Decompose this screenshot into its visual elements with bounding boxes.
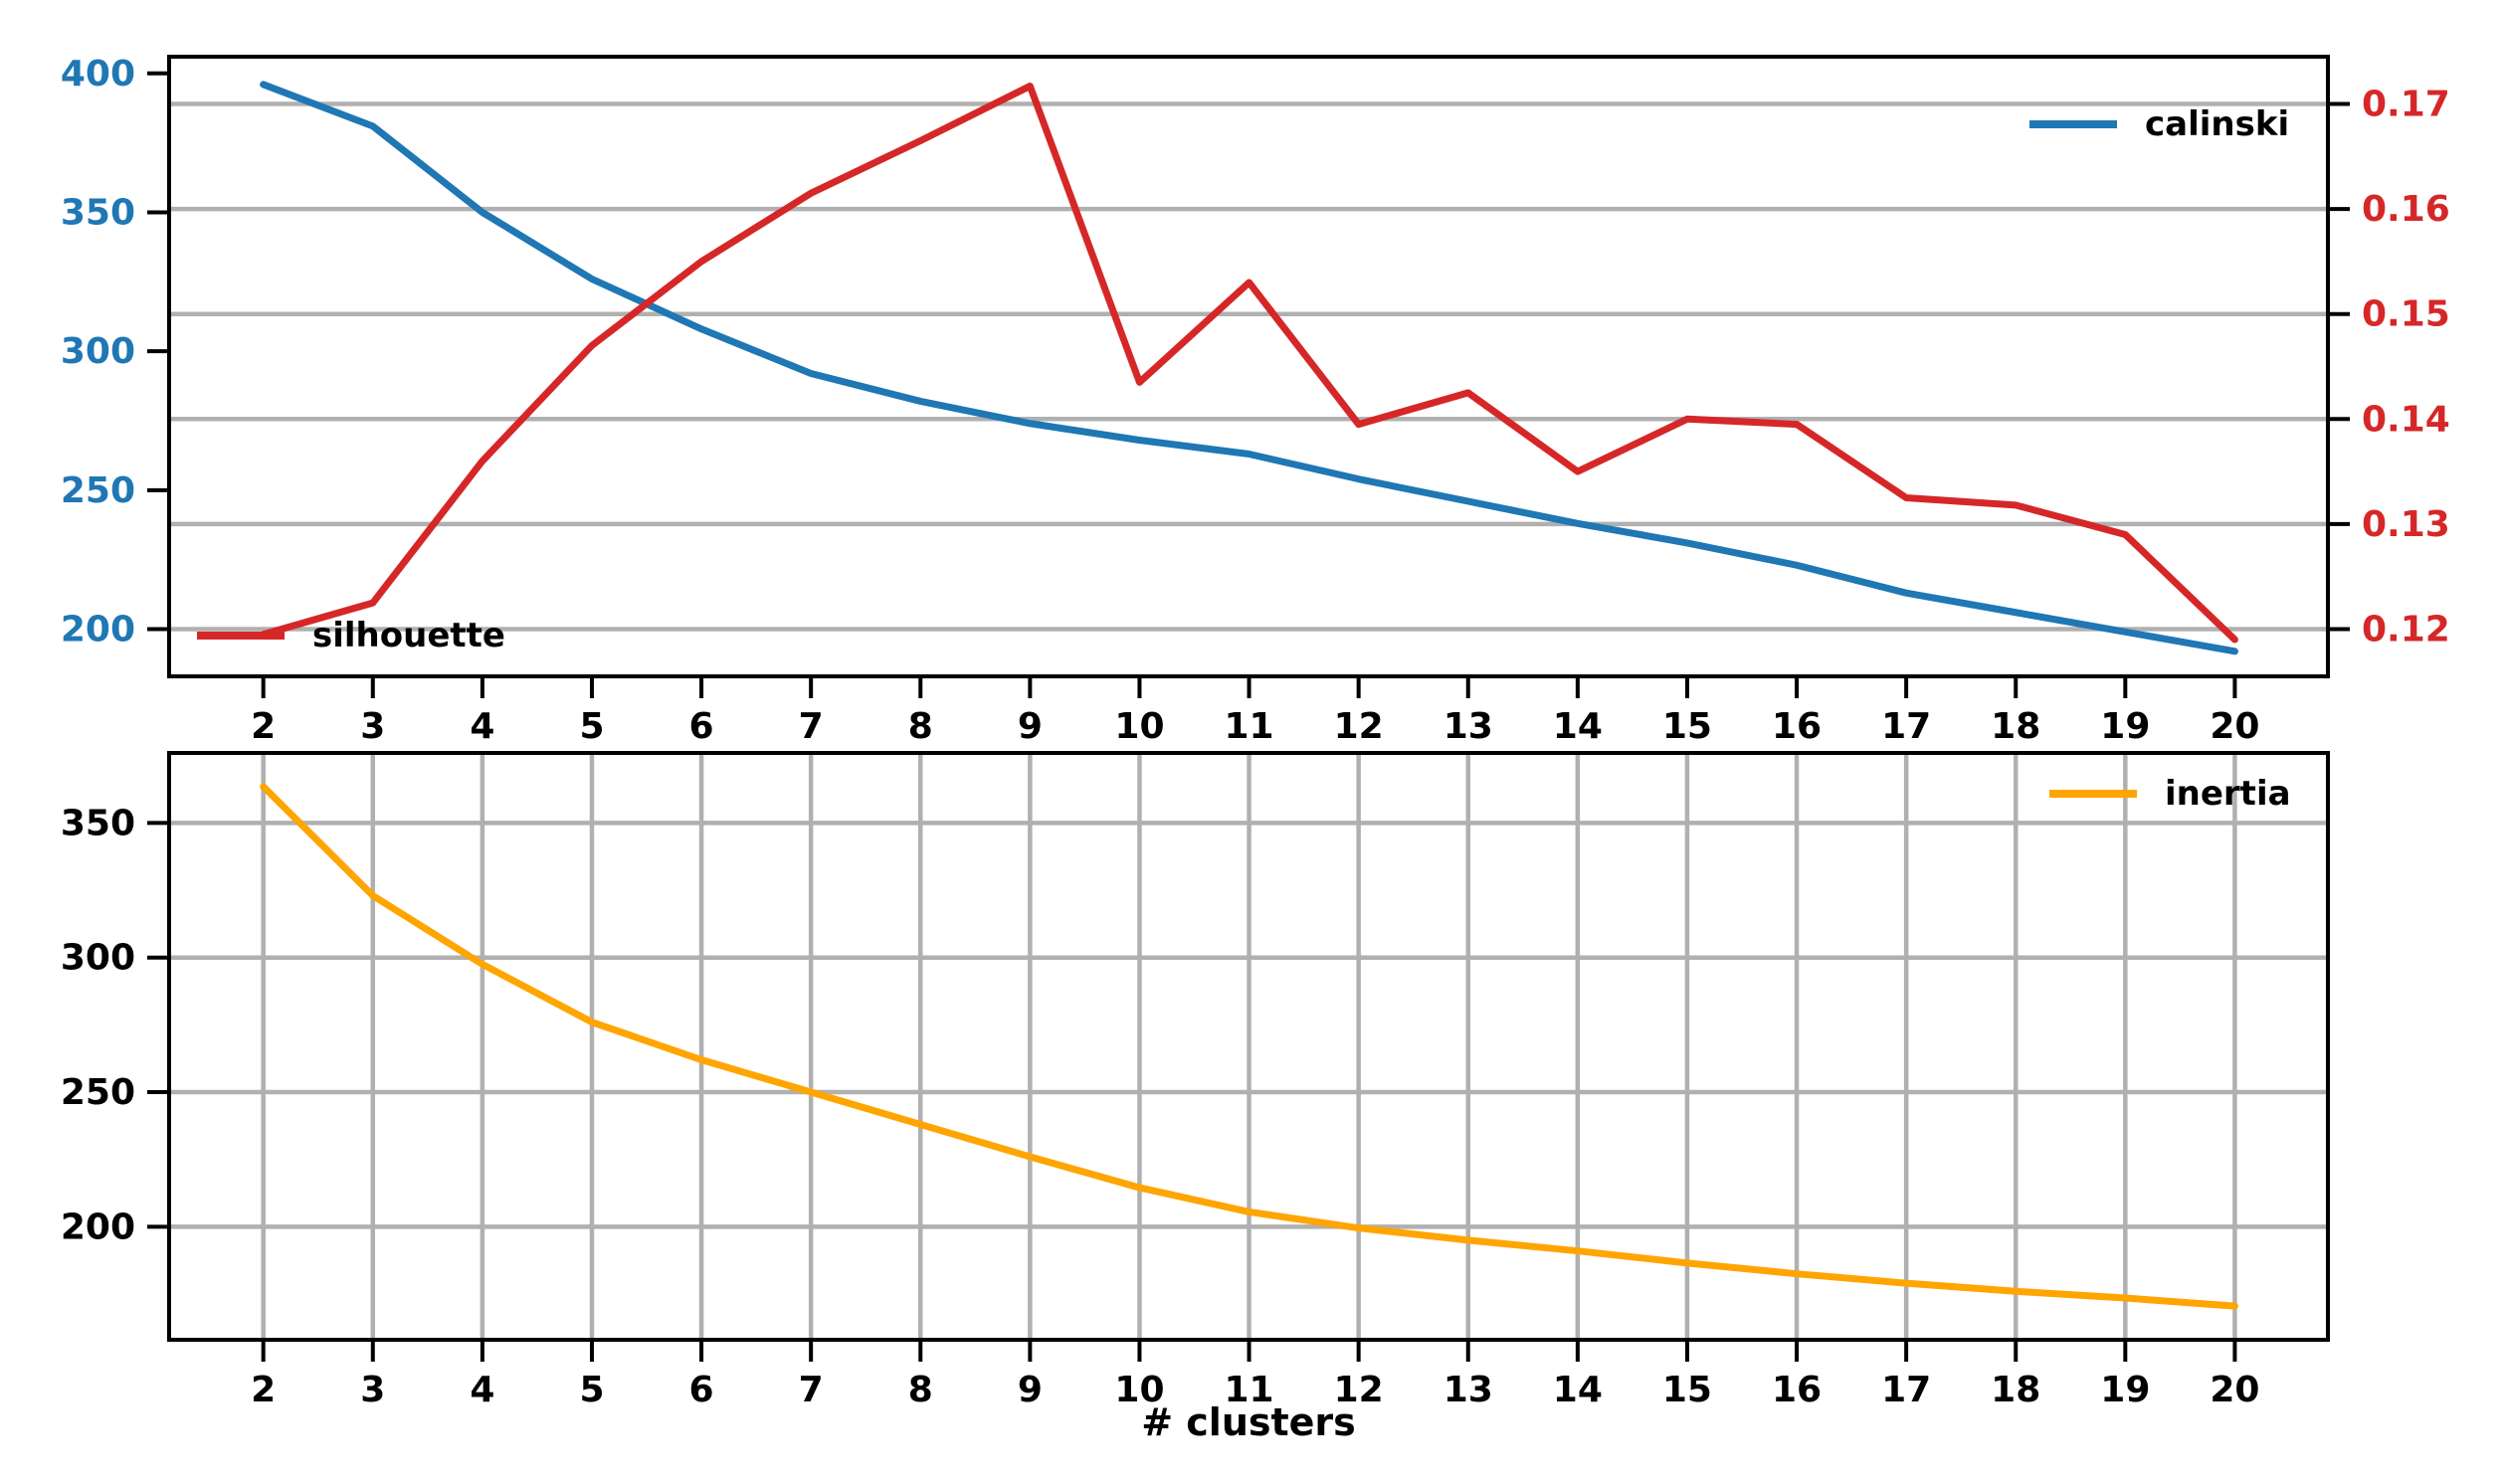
- x-tick-label: 14: [1553, 706, 1603, 747]
- x-tick-label: 9: [1018, 706, 1043, 747]
- right-tick-label: 0.16: [2362, 189, 2450, 230]
- inertia-line: [260, 783, 2238, 1310]
- left-tick-label: 300: [61, 938, 135, 979]
- axes-frame: [167, 55, 2330, 678]
- left-tick-label: 400: [61, 54, 135, 94]
- x-tick-label: 15: [1662, 706, 1712, 747]
- x-tick-label: 3: [360, 706, 385, 747]
- x-tick-label: 16: [1772, 1370, 1822, 1410]
- left-tick-label: 200: [61, 1206, 135, 1247]
- x-tick-label: 4: [470, 1370, 494, 1410]
- x-tick-label: 9: [1018, 1370, 1043, 1410]
- x-tick-label: 3: [360, 1370, 385, 1410]
- x-tick-label: 12: [1334, 1370, 1384, 1410]
- x-tick-label: 6: [689, 1370, 714, 1410]
- right-tick-label: 0.17: [2362, 85, 2450, 125]
- x-tick-label: 20: [2210, 1370, 2259, 1410]
- x-tick-label: 10: [1114, 1370, 1164, 1410]
- calinski-legend-line: [2029, 120, 2117, 128]
- x-tick-label: 4: [470, 706, 494, 747]
- x-tick-label: 20: [2210, 706, 2259, 747]
- x-tick-label: 7: [799, 706, 824, 747]
- x-tick-label: 19: [2100, 1370, 2150, 1410]
- right-tick-label: 0.13: [2362, 504, 2450, 545]
- left-tick-label: 250: [61, 1072, 135, 1113]
- x-tick-label: 10: [1114, 706, 1164, 747]
- x-tick-label: 14: [1553, 1370, 1603, 1410]
- x-tick-label: 18: [1991, 1370, 2040, 1410]
- x-tick-label: 8: [908, 1370, 933, 1410]
- legend-calinski: calinski: [2029, 107, 2289, 141]
- x-tick-label: 13: [1444, 1370, 1493, 1410]
- x-tick-label: 19: [2100, 706, 2150, 747]
- x-tick-label: 12: [1334, 706, 1384, 747]
- legend-inertia: inertia: [2049, 777, 2291, 811]
- left-tick-label: 250: [61, 470, 135, 511]
- x-tick-label: 17: [1881, 1370, 1931, 1410]
- inertia-legend-label: inertia: [2165, 774, 2291, 814]
- x-tick-label: 5: [579, 706, 604, 747]
- x-tick-label: 18: [1991, 706, 2040, 747]
- left-tick-label: 200: [61, 610, 135, 650]
- silhouette-line: [260, 83, 2238, 644]
- left-tick-label: 350: [61, 192, 135, 233]
- right-tick-label: 0.15: [2362, 294, 2450, 335]
- inertia-legend-line: [2049, 790, 2137, 798]
- left-tick-label: 300: [61, 331, 135, 372]
- right-tick-label: 0.14: [2362, 399, 2450, 440]
- silhouette-legend-label: silhouette: [312, 616, 505, 655]
- x-tick-label: 2: [251, 706, 276, 747]
- x-tick-label: 11: [1224, 706, 1273, 747]
- x-tick-label: 7: [799, 1370, 824, 1410]
- calinski-line: [260, 81, 2238, 655]
- x-tick-label: 6: [689, 706, 714, 747]
- left-tick-label: 350: [61, 803, 135, 843]
- x-tick-label: 17: [1881, 706, 1931, 747]
- x-tick-label: 15: [1662, 1370, 1712, 1410]
- x-tick-label: 11: [1224, 1370, 1273, 1410]
- x-tick-label: 8: [908, 706, 933, 747]
- x-tick-label: 13: [1444, 706, 1493, 747]
- calinski-legend-label: calinski: [2145, 104, 2290, 144]
- right-tick-label: 0.12: [2362, 609, 2450, 649]
- x-tick-label: 5: [579, 1370, 604, 1410]
- x-tick-label: 2: [251, 1370, 276, 1410]
- silhouette-legend-line: [197, 632, 285, 640]
- x-tick-label: 16: [1772, 706, 1822, 747]
- legend-silhouette: silhouette: [197, 619, 505, 652]
- x-axis-label: # clusters: [1141, 1400, 1356, 1444]
